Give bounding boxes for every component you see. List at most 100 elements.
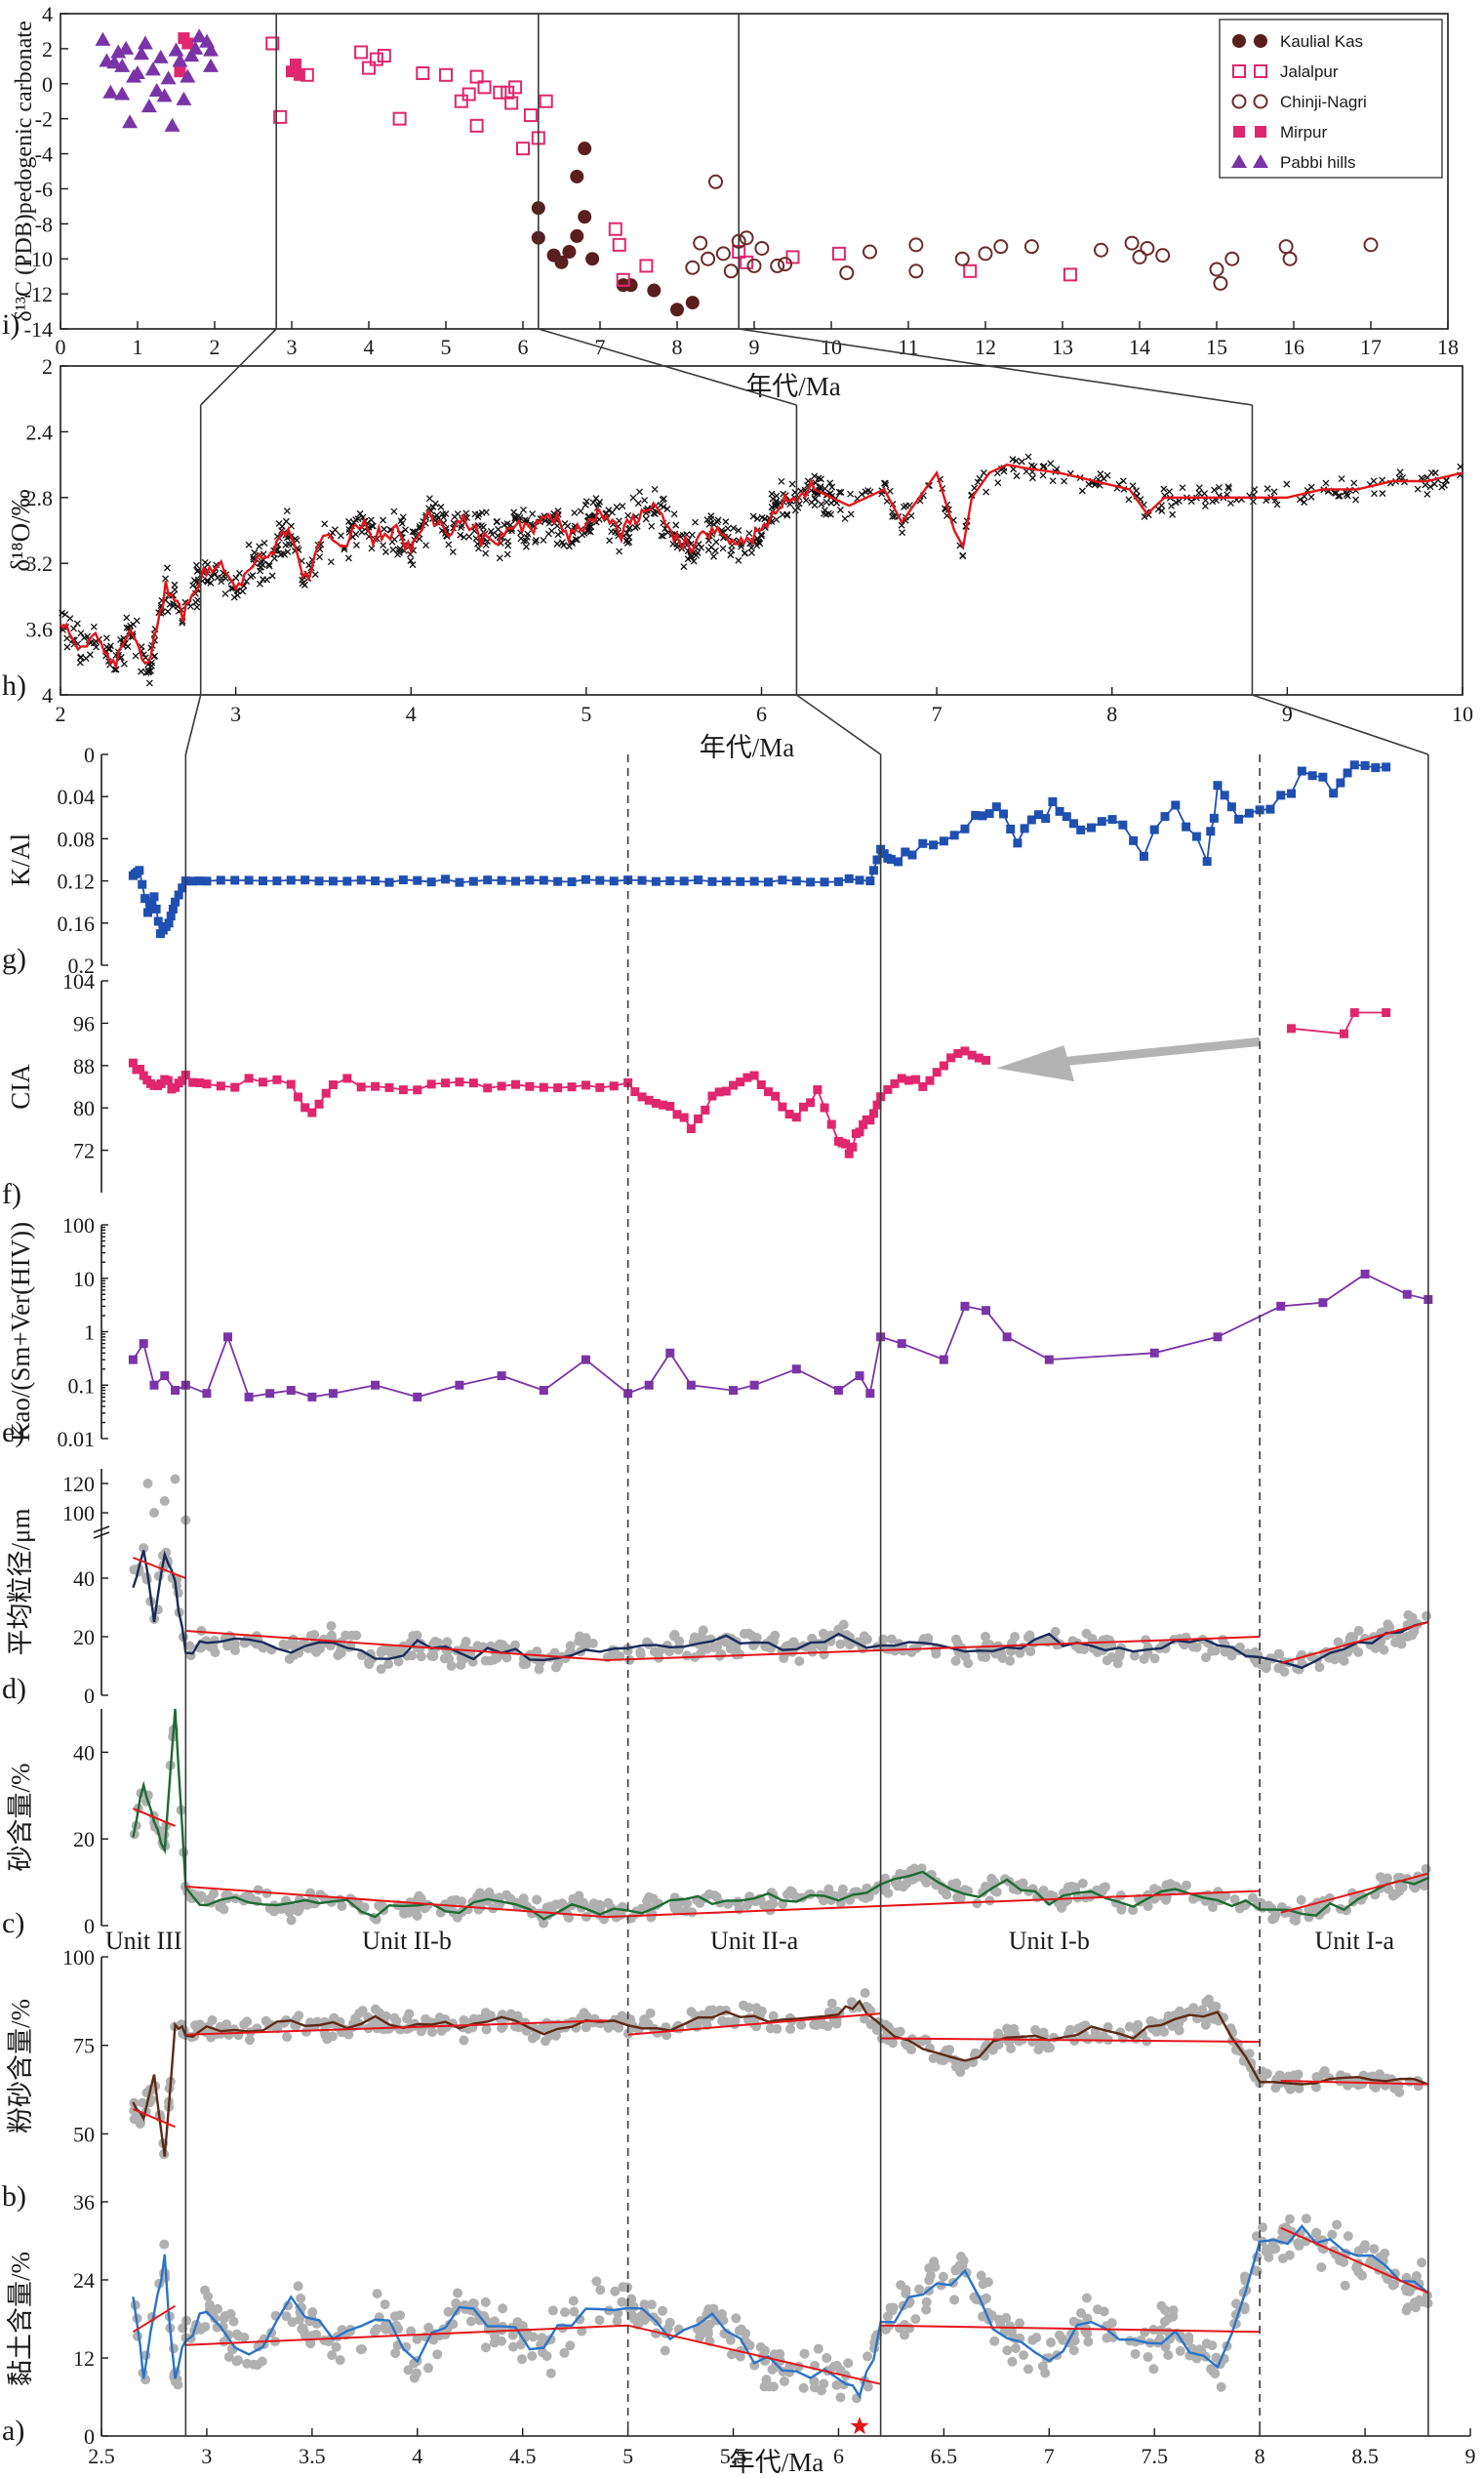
data-point: [301, 1103, 310, 1113]
y-tick-label: 3.6: [26, 618, 54, 642]
data-point: [1004, 2024, 1015, 2035]
data-point: [704, 537, 712, 545]
data-point: [203, 58, 220, 72]
data-point: [626, 2309, 637, 2320]
data-point: [171, 897, 180, 907]
data-point: [376, 1664, 386, 1675]
data-point: [735, 2351, 745, 2362]
data-point: [413, 1085, 422, 1095]
data-point: [865, 876, 875, 886]
panel-c: 0 20 40 砂含量/%: [6, 1708, 1431, 1938]
series-silt-line: [132, 1999, 1429, 2157]
panel-letter-d: d): [2, 1673, 26, 1705]
data-point: [1273, 501, 1281, 508]
data-point: [1327, 2229, 1338, 2240]
data-point: [416, 66, 430, 81]
data-point: [679, 1113, 689, 1122]
data-point: [775, 2348, 785, 2359]
data-point: [352, 542, 360, 549]
data-point: [480, 2342, 491, 2353]
data-point: [974, 478, 982, 486]
data-point: [118, 40, 135, 55]
data-point: [1422, 481, 1429, 489]
data-point: [422, 542, 430, 549]
data-point: [288, 1634, 299, 1645]
data-point: [446, 1660, 457, 1671]
data-point: [1015, 2318, 1025, 2329]
data-point: [1207, 1902, 1218, 1913]
data-point: [773, 516, 781, 523]
data-point: [659, 1100, 668, 1110]
series-kao-line: [132, 1273, 1429, 1399]
data-point: [102, 634, 110, 642]
data-point: [692, 518, 700, 526]
data-point: [293, 68, 305, 81]
data-point: [139, 1339, 148, 1349]
data-point: [911, 1075, 921, 1084]
data-point: [865, 1116, 875, 1125]
data-point: [507, 2341, 518, 2352]
data-point: [708, 1643, 719, 1653]
y-tick-label: 96: [73, 1011, 95, 1036]
data-point: [93, 643, 100, 651]
data-point: [1371, 490, 1378, 498]
data-point: [868, 1109, 878, 1118]
data-point: [818, 501, 825, 508]
data-point: [898, 521, 905, 529]
data-point: [181, 37, 194, 50]
data-point: [1013, 838, 1023, 848]
data-point: [567, 877, 577, 887]
data-point: [1124, 235, 1140, 251]
y-tick-label: 104: [62, 969, 95, 994]
data-point: [900, 2330, 910, 2340]
data-point: [905, 1865, 916, 1876]
data-point: [672, 521, 680, 529]
y-tick-label: 2: [42, 37, 53, 61]
data-point: [1332, 1650, 1343, 1661]
data-point: [412, 2334, 422, 2344]
data-point: [1287, 789, 1297, 798]
data-point: [1158, 507, 1166, 514]
data-point: [1159, 2026, 1170, 2037]
data-point: [117, 654, 125, 661]
data-point: [765, 2023, 776, 2034]
data-point: [868, 866, 878, 875]
data-point: [1370, 1639, 1381, 1649]
data-point: [595, 875, 605, 885]
data-point: [659, 496, 666, 504]
data-point: [1291, 1915, 1302, 1926]
data-point: [715, 246, 731, 262]
data-point: [371, 1081, 381, 1091]
data-point: [335, 2355, 345, 2366]
data-point: [239, 588, 247, 595]
series-sand-line: [132, 1708, 1429, 1921]
data-point: [178, 883, 187, 893]
data-point: [881, 479, 888, 487]
data-point: [391, 2015, 402, 2026]
data-point: [799, 2348, 810, 2359]
data-point: [132, 652, 140, 660]
data-point: [954, 2260, 965, 2271]
y-tick-label: 1: [84, 1320, 95, 1345]
data-point: [1422, 1610, 1432, 1621]
data-point: [954, 251, 970, 266]
data-point: [459, 2035, 469, 2046]
y-axis-title: Kao/(Sm+Ver(HIV)): [6, 1222, 35, 1442]
data-point: [112, 666, 120, 673]
data-point: [532, 538, 540, 546]
data-point: [120, 660, 128, 668]
data-point: [527, 2033, 538, 2044]
data-point: [665, 1102, 675, 1112]
data-point: [581, 874, 590, 884]
unit-label: Unit II-a: [710, 1927, 799, 1955]
data-point: [901, 847, 910, 857]
data-point: [701, 251, 716, 266]
data-point: [1394, 1635, 1405, 1645]
data-point: [59, 609, 66, 617]
data-point: [1195, 484, 1203, 492]
data-point: [1156, 2300, 1167, 2311]
data-point: [168, 42, 184, 57]
data-point: [166, 912, 176, 921]
data-point: [771, 502, 779, 509]
data-point: [1048, 796, 1058, 806]
